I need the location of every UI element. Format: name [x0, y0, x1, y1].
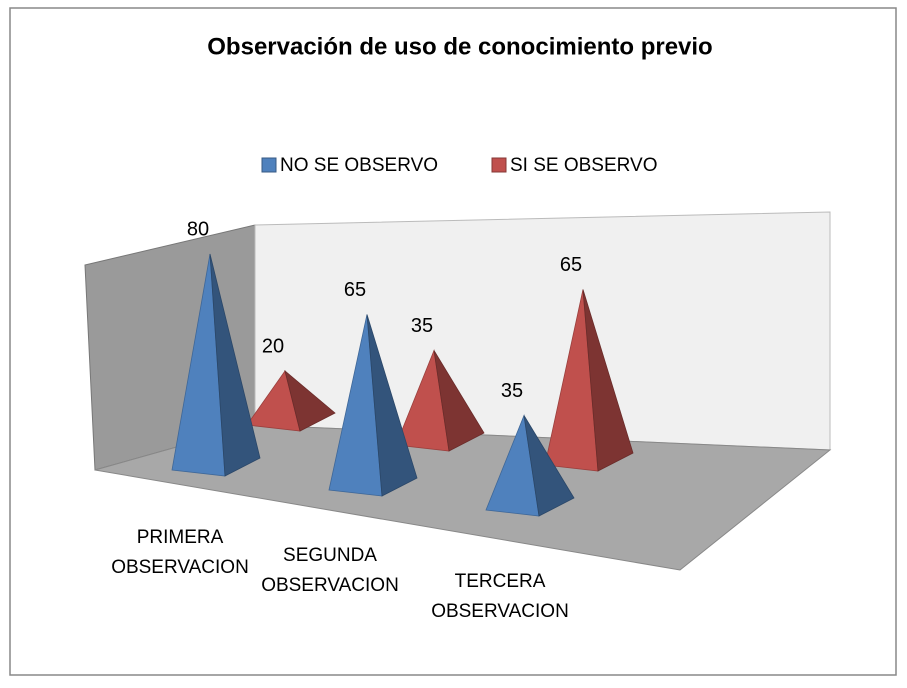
pyramid-face-right: [582, 289, 634, 472]
category-label: SEGUNDA OBSERVACION: [261, 545, 399, 596]
data-label: 35: [411, 315, 433, 337]
pyramid: [485, 413, 575, 517]
chart-title: Observación de uso de conocimiento previ…: [207, 33, 712, 60]
legend-label: NO SE OBSERVO: [280, 155, 438, 176]
pyramid-face-right: [284, 369, 336, 432]
legend-swatch: [261, 157, 277, 173]
pyramid-face-right: [209, 253, 261, 477]
data-label: 20: [262, 335, 284, 357]
category-label: PRIMERA OBSERVACION: [111, 527, 249, 578]
data-label: 65: [344, 279, 366, 301]
pyramid: [395, 348, 485, 452]
data-label: 65: [560, 254, 582, 276]
pyramid-face-right: [366, 314, 418, 497]
pyramid: [544, 289, 634, 472]
data-label: 35: [501, 380, 523, 402]
back-wall: [254, 211, 831, 451]
pyramid: [246, 369, 336, 432]
category-label: TERCERA OBSERVACION: [431, 571, 569, 622]
legend-label: SI SE OBSERVO: [510, 155, 657, 176]
pyramid: [328, 314, 418, 497]
pyramid: [171, 253, 261, 477]
pyramid-face-right: [523, 415, 575, 517]
data-label: 80: [187, 218, 209, 240]
pyramid-face-right: [433, 350, 485, 452]
legend-swatch: [491, 157, 507, 173]
